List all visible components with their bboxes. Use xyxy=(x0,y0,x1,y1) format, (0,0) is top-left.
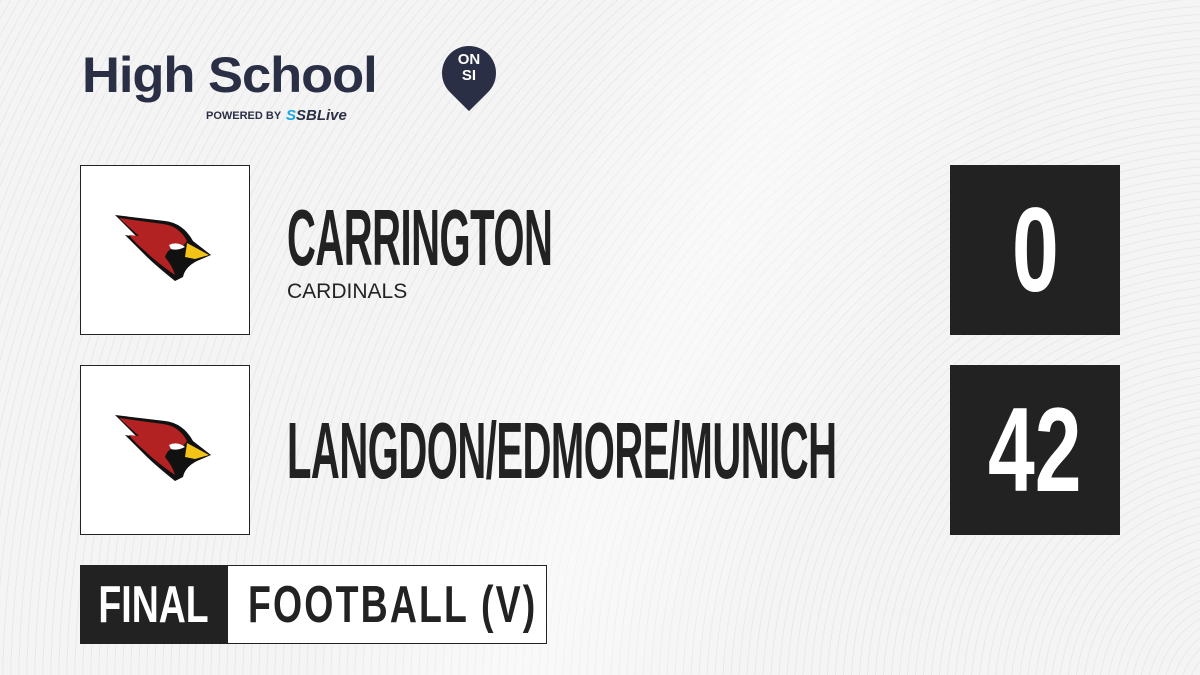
cardinal-icon xyxy=(115,415,211,481)
score-away: 42 xyxy=(988,383,1082,517)
on-si-badge: ON SI xyxy=(452,52,486,84)
cardinal-icon xyxy=(115,215,211,281)
team-logo-away xyxy=(80,365,250,535)
powered-by: POWERED BY xyxy=(206,110,282,122)
team-name-away: LANGDON/EDMORE/MUNICH xyxy=(287,406,837,495)
team-name-home: CARRINGTON xyxy=(287,193,553,282)
score-home: 0 xyxy=(1011,183,1059,317)
score-box-away: 42 xyxy=(950,365,1120,535)
brand-logo: High School xyxy=(82,46,378,104)
brand-title: High School xyxy=(82,47,378,103)
badge-top: ON xyxy=(457,51,481,68)
badge-bottom: SI xyxy=(461,67,477,84)
status-badge: FINAL xyxy=(80,565,227,644)
sport-text: FOOTBALL (V) xyxy=(248,575,538,634)
sport-label: FOOTBALL (V) xyxy=(227,565,547,644)
sblive-mark: S xyxy=(286,107,297,124)
sblive-logo: SSBLive xyxy=(286,107,347,124)
team-logo-home xyxy=(80,165,250,335)
team-mascot-home: CARDINALS xyxy=(287,280,408,303)
score-box-home: 0 xyxy=(950,165,1120,335)
status-text: FINAL xyxy=(98,575,209,634)
sblive-text: SBLive xyxy=(296,107,347,124)
